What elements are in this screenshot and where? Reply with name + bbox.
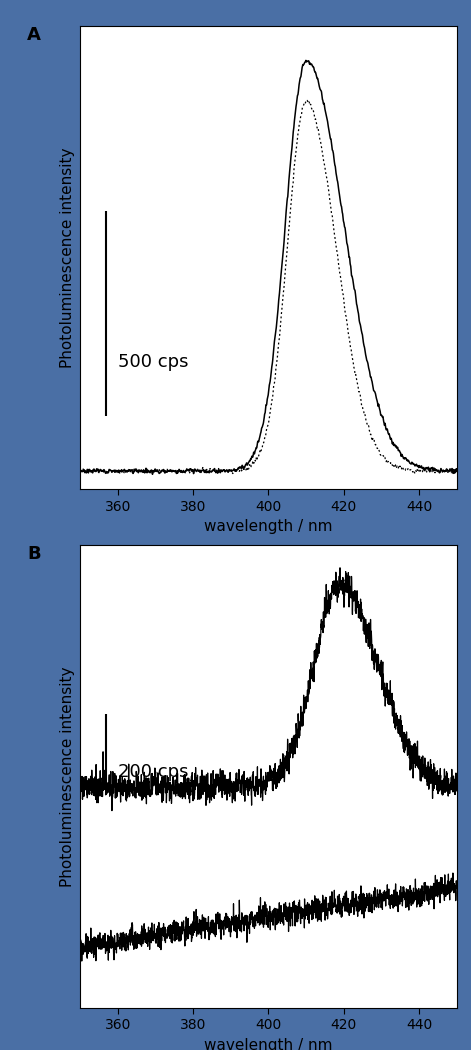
Y-axis label: Photoluminescence intensity: Photoluminescence intensity — [59, 666, 74, 886]
Text: 200 cps: 200 cps — [118, 763, 188, 781]
X-axis label: wavelength / nm: wavelength / nm — [204, 1038, 333, 1050]
Text: A: A — [27, 26, 41, 44]
Text: 500 cps: 500 cps — [118, 353, 188, 372]
Y-axis label: Photoluminescence intensity: Photoluminescence intensity — [59, 148, 74, 369]
X-axis label: wavelength / nm: wavelength / nm — [204, 520, 333, 534]
Text: B: B — [27, 545, 41, 563]
